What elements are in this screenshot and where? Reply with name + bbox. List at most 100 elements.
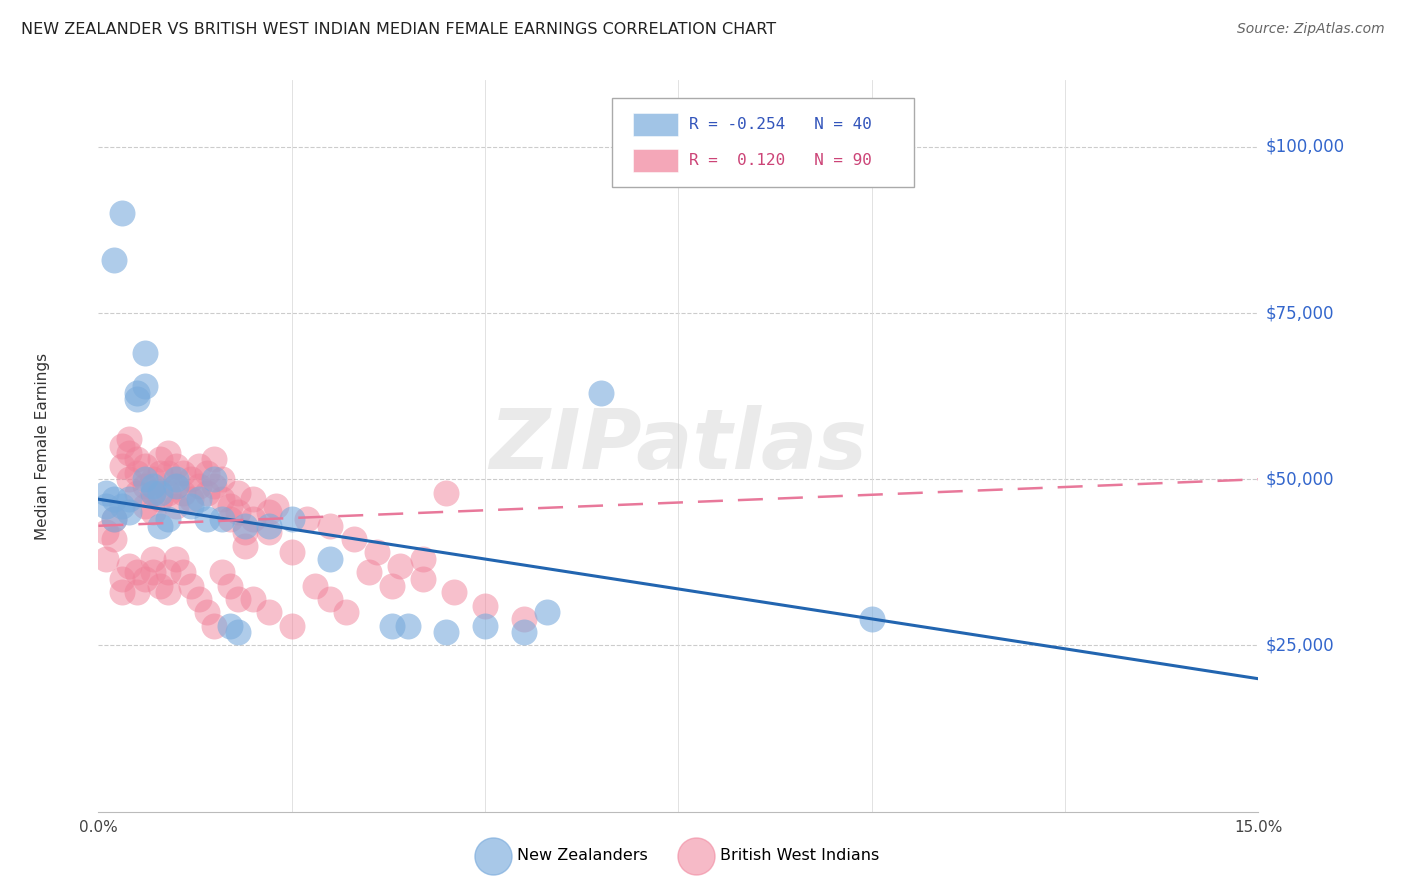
Point — [157, 512, 180, 526]
Point — [103, 492, 125, 507]
Point — [127, 485, 149, 500]
Point — [165, 479, 187, 493]
Point — [281, 512, 304, 526]
Point — [111, 439, 132, 453]
Point — [134, 458, 156, 473]
Point — [96, 525, 118, 540]
Point — [281, 618, 304, 632]
Point — [111, 572, 132, 586]
Point — [242, 492, 264, 507]
Point — [149, 452, 172, 467]
Point — [188, 492, 211, 507]
Point — [195, 485, 218, 500]
Point — [134, 346, 156, 360]
Point — [134, 572, 156, 586]
Point — [226, 625, 249, 640]
Text: $75,000: $75,000 — [1265, 304, 1334, 322]
Point — [219, 499, 242, 513]
Point — [381, 579, 404, 593]
Point — [172, 566, 194, 580]
Point — [242, 591, 264, 606]
Point — [96, 485, 118, 500]
Point — [319, 552, 342, 566]
Point — [127, 392, 149, 407]
Point — [149, 492, 172, 507]
Point — [257, 525, 280, 540]
Point — [211, 512, 233, 526]
Text: Source: ZipAtlas.com: Source: ZipAtlas.com — [1237, 22, 1385, 37]
Point — [264, 499, 288, 513]
Point — [134, 472, 156, 486]
Point — [474, 599, 496, 613]
Point — [412, 552, 434, 566]
Point — [172, 466, 194, 480]
Point — [204, 452, 226, 467]
Point — [257, 605, 280, 619]
Point — [235, 518, 257, 533]
Point — [396, 618, 419, 632]
Text: $100,000: $100,000 — [1265, 137, 1344, 156]
Point — [297, 512, 319, 526]
Point — [141, 552, 165, 566]
Point — [366, 545, 388, 559]
Point — [211, 566, 233, 580]
Point — [513, 612, 536, 626]
Point — [118, 558, 141, 573]
Point — [118, 492, 141, 507]
Point — [211, 492, 233, 507]
Point — [165, 479, 187, 493]
Point — [204, 472, 226, 486]
Point — [96, 552, 118, 566]
Point — [141, 472, 165, 486]
Point — [436, 625, 458, 640]
Point — [165, 472, 187, 486]
Point — [172, 485, 194, 500]
Text: Median Female Earnings: Median Female Earnings — [35, 352, 51, 540]
Point — [165, 499, 187, 513]
Point — [157, 485, 180, 500]
Point — [157, 566, 180, 580]
Point — [180, 492, 202, 507]
Point — [319, 518, 342, 533]
Point — [235, 539, 257, 553]
Point — [149, 518, 172, 533]
Point — [96, 499, 118, 513]
Point — [165, 552, 187, 566]
Point — [536, 605, 558, 619]
Point — [103, 532, 125, 546]
Point — [141, 485, 165, 500]
Point — [157, 466, 180, 480]
Point — [412, 572, 434, 586]
Point — [180, 472, 202, 486]
Point — [226, 591, 249, 606]
Point — [235, 525, 257, 540]
Point — [180, 499, 202, 513]
Point — [118, 433, 141, 447]
Point — [165, 458, 187, 473]
Point — [103, 252, 125, 267]
Point — [103, 512, 125, 526]
Point — [127, 585, 149, 599]
Point — [188, 591, 211, 606]
Point — [343, 532, 366, 546]
Point — [195, 512, 218, 526]
Point — [141, 479, 165, 493]
Point — [149, 579, 172, 593]
Point — [127, 452, 149, 467]
Point — [127, 466, 149, 480]
Point — [157, 585, 180, 599]
Point — [111, 585, 132, 599]
Point — [381, 618, 404, 632]
Legend: New Zealanders, British West Indians: New Zealanders, British West Indians — [471, 842, 886, 870]
Point — [111, 458, 132, 473]
Point — [860, 612, 883, 626]
Point — [141, 566, 165, 580]
Text: $25,000: $25,000 — [1265, 637, 1334, 655]
Point — [111, 499, 132, 513]
Point — [219, 512, 242, 526]
Point — [204, 479, 226, 493]
Point — [141, 485, 165, 500]
Point — [219, 618, 242, 632]
Point — [226, 506, 249, 520]
Point — [149, 485, 172, 500]
